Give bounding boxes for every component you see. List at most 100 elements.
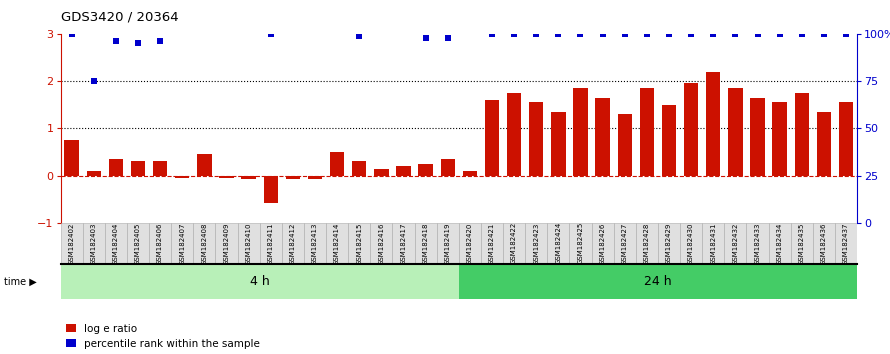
Text: GSM182427: GSM182427 [622,222,627,264]
Legend: log e ratio, percentile rank within the sample: log e ratio, percentile rank within the … [66,324,261,349]
Bar [263,176,278,203]
FancyBboxPatch shape [326,223,348,264]
Text: GSM182413: GSM182413 [312,222,318,265]
Text: GSM182430: GSM182430 [688,222,694,265]
FancyBboxPatch shape [592,223,614,264]
Text: GSM182404: GSM182404 [113,222,119,264]
FancyBboxPatch shape [459,223,481,264]
Text: GSM182416: GSM182416 [378,222,384,265]
Bar [463,171,477,176]
Bar [640,88,654,176]
FancyBboxPatch shape [503,223,525,264]
Bar [219,176,234,178]
Text: 24 h: 24 h [644,275,672,288]
FancyBboxPatch shape [635,223,658,264]
Text: GSM182411: GSM182411 [268,222,274,265]
Bar [573,88,587,176]
Text: GSM182424: GSM182424 [555,222,562,264]
FancyBboxPatch shape [481,223,503,264]
FancyBboxPatch shape [769,223,790,264]
Text: GSM182408: GSM182408 [201,222,207,265]
Text: GSM182437: GSM182437 [843,222,849,265]
FancyBboxPatch shape [437,223,459,264]
Text: GDS3420 / 20364: GDS3420 / 20364 [61,11,178,24]
FancyBboxPatch shape [370,223,392,264]
Bar [662,105,676,176]
FancyBboxPatch shape [348,223,370,264]
Text: GSM182435: GSM182435 [798,222,805,264]
Bar [330,152,344,176]
Text: GSM182403: GSM182403 [91,222,97,265]
Text: GSM182428: GSM182428 [643,222,650,264]
Text: GSM182420: GSM182420 [467,222,473,264]
FancyBboxPatch shape [724,223,747,264]
FancyBboxPatch shape [415,223,437,264]
Text: GSM182433: GSM182433 [755,222,760,265]
Bar [728,88,742,176]
Bar [198,154,212,176]
FancyBboxPatch shape [303,223,326,264]
Bar [374,169,389,176]
Text: GSM182422: GSM182422 [511,222,517,264]
Bar [795,93,809,176]
Bar [750,98,765,176]
Bar [817,112,831,176]
Bar [396,166,410,176]
Bar [131,161,145,176]
Text: GSM182432: GSM182432 [732,222,739,264]
FancyBboxPatch shape [747,223,769,264]
FancyBboxPatch shape [702,223,724,264]
Text: GSM182421: GSM182421 [489,222,495,264]
Bar [64,140,79,176]
Bar [418,164,433,176]
Text: GSM182419: GSM182419 [445,222,450,265]
Bar [618,114,632,176]
Text: GSM182409: GSM182409 [223,222,230,265]
Bar [485,100,499,176]
Bar [308,176,322,179]
FancyBboxPatch shape [61,223,83,264]
FancyBboxPatch shape [83,223,105,264]
Bar [706,72,720,176]
FancyBboxPatch shape [658,223,680,264]
Bar [441,159,455,176]
FancyBboxPatch shape [171,223,193,264]
Text: GSM182407: GSM182407 [179,222,185,265]
Text: GSM182417: GSM182417 [400,222,407,265]
Bar [773,102,787,176]
FancyBboxPatch shape [105,223,127,264]
Text: GSM182415: GSM182415 [356,222,362,264]
FancyBboxPatch shape [525,223,547,264]
FancyBboxPatch shape [835,223,857,264]
FancyBboxPatch shape [282,223,303,264]
Text: GSM182414: GSM182414 [334,222,340,264]
Bar [86,171,101,176]
Text: GSM182410: GSM182410 [246,222,252,265]
Text: GSM182418: GSM182418 [423,222,429,265]
Text: GSM182402: GSM182402 [69,222,75,264]
FancyBboxPatch shape [193,223,215,264]
Bar [595,98,610,176]
FancyBboxPatch shape [127,223,149,264]
FancyBboxPatch shape [813,223,835,264]
Text: GSM182426: GSM182426 [600,222,605,264]
Text: GSM182434: GSM182434 [777,222,782,264]
Bar [838,102,854,176]
Bar [352,161,367,176]
Text: GSM182431: GSM182431 [710,222,716,265]
Bar [529,102,544,176]
FancyBboxPatch shape [570,223,592,264]
Text: GSM182425: GSM182425 [578,222,584,264]
Bar [286,176,300,179]
Bar [684,83,699,176]
Text: GSM182429: GSM182429 [666,222,672,264]
Text: GSM182405: GSM182405 [135,222,141,264]
Bar [109,159,123,176]
FancyBboxPatch shape [149,223,171,264]
Text: GSM182412: GSM182412 [290,222,295,264]
Bar [241,176,255,179]
Text: GSM182423: GSM182423 [533,222,539,264]
Bar [507,93,522,176]
FancyBboxPatch shape [614,223,635,264]
FancyBboxPatch shape [547,223,570,264]
